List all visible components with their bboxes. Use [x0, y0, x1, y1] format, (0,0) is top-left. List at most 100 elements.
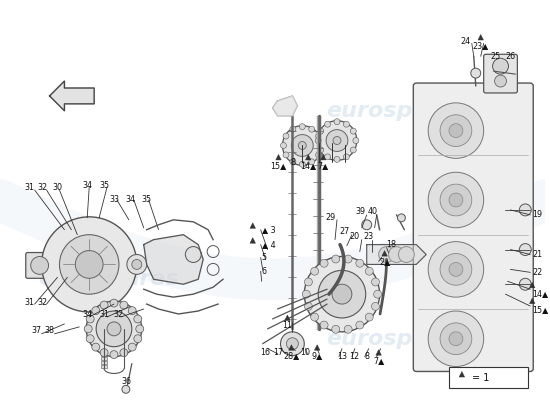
Circle shape	[449, 332, 463, 346]
Text: eurospares: eurospares	[39, 269, 179, 289]
Circle shape	[120, 349, 128, 357]
Circle shape	[440, 115, 472, 146]
Text: 20: 20	[350, 232, 360, 241]
Circle shape	[519, 244, 531, 256]
Circle shape	[350, 128, 356, 134]
Circle shape	[315, 138, 321, 144]
Circle shape	[110, 299, 118, 307]
Bar	[101, 353, 107, 356]
Circle shape	[132, 260, 142, 269]
Text: 36: 36	[122, 377, 132, 386]
Bar	[101, 341, 107, 344]
Polygon shape	[250, 223, 256, 228]
Polygon shape	[382, 250, 387, 256]
Text: 32: 32	[37, 298, 48, 306]
Circle shape	[290, 159, 296, 165]
Circle shape	[128, 307, 136, 314]
Text: 14▲: 14▲	[300, 161, 316, 170]
Circle shape	[100, 301, 108, 309]
Text: 30: 30	[52, 183, 63, 192]
Polygon shape	[250, 238, 256, 243]
Polygon shape	[530, 282, 535, 288]
Text: 22: 22	[532, 268, 542, 277]
Circle shape	[318, 270, 366, 318]
Text: 38: 38	[45, 326, 54, 335]
Bar	[101, 337, 107, 340]
Circle shape	[136, 325, 144, 333]
Circle shape	[42, 217, 137, 312]
FancyBboxPatch shape	[483, 54, 518, 93]
Circle shape	[428, 103, 483, 158]
Circle shape	[309, 159, 315, 165]
Circle shape	[494, 75, 507, 87]
Text: 31: 31	[99, 310, 109, 320]
Polygon shape	[315, 345, 320, 350]
Bar	[101, 357, 107, 360]
Circle shape	[373, 290, 382, 298]
FancyBboxPatch shape	[26, 252, 54, 278]
Circle shape	[110, 351, 118, 358]
Text: 29: 29	[325, 213, 335, 222]
Circle shape	[287, 338, 298, 350]
Circle shape	[449, 124, 463, 138]
Text: 37: 37	[31, 326, 42, 335]
Bar	[101, 360, 107, 364]
Circle shape	[86, 301, 142, 357]
Text: eurospares: eurospares	[326, 329, 467, 349]
Circle shape	[378, 246, 394, 262]
Text: ▲ 3: ▲ 3	[262, 225, 276, 234]
Circle shape	[519, 204, 531, 216]
Circle shape	[440, 184, 472, 216]
Circle shape	[305, 278, 312, 286]
Circle shape	[343, 121, 349, 127]
Polygon shape	[530, 298, 535, 304]
Circle shape	[185, 246, 201, 262]
Text: 14▲: 14▲	[532, 289, 548, 298]
Circle shape	[316, 152, 322, 158]
Text: 40: 40	[367, 207, 378, 216]
Circle shape	[326, 130, 348, 152]
Text: 12: 12	[349, 352, 359, 361]
Circle shape	[86, 335, 94, 343]
Circle shape	[388, 246, 404, 262]
Bar	[101, 349, 107, 352]
Circle shape	[298, 142, 306, 150]
Text: 6: 6	[262, 267, 267, 276]
Circle shape	[428, 311, 483, 366]
Circle shape	[371, 302, 379, 310]
Circle shape	[471, 68, 481, 78]
Circle shape	[320, 259, 328, 267]
Circle shape	[356, 259, 364, 267]
Text: 34: 34	[126, 196, 136, 204]
Circle shape	[128, 343, 136, 351]
Circle shape	[316, 133, 322, 139]
Polygon shape	[320, 154, 326, 160]
Text: 25: 25	[491, 52, 501, 61]
Circle shape	[449, 262, 463, 276]
Circle shape	[283, 152, 289, 158]
Text: 7▲: 7▲	[373, 356, 384, 365]
Text: 7▲: 7▲	[317, 161, 329, 170]
Text: 19: 19	[532, 210, 542, 219]
Circle shape	[292, 134, 313, 156]
Text: 24: 24	[461, 37, 471, 46]
Circle shape	[122, 385, 130, 393]
Text: 27: 27	[340, 227, 350, 236]
Circle shape	[311, 313, 318, 321]
Circle shape	[318, 128, 323, 134]
Circle shape	[290, 126, 296, 132]
Text: 2▲: 2▲	[379, 257, 390, 266]
Bar	[101, 345, 107, 348]
Circle shape	[356, 321, 364, 329]
Text: ▲ 4: ▲ 4	[262, 240, 276, 249]
Circle shape	[318, 147, 323, 153]
Text: 15▲: 15▲	[271, 161, 287, 170]
Polygon shape	[376, 350, 381, 355]
Circle shape	[299, 124, 305, 130]
Circle shape	[332, 325, 340, 333]
Circle shape	[365, 313, 373, 321]
Bar	[101, 329, 107, 332]
Polygon shape	[478, 34, 483, 40]
Text: eurospares: eurospares	[326, 101, 467, 121]
Text: 17: 17	[273, 348, 284, 357]
